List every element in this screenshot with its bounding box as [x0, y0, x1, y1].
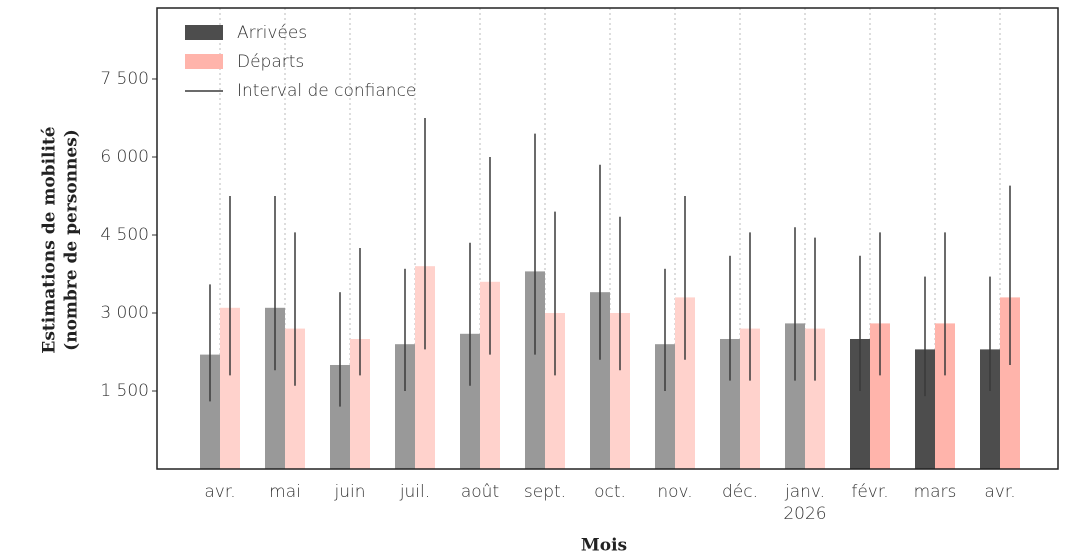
x-axis-label: Mois: [581, 536, 627, 556]
x-tick-label: sept.: [523, 482, 567, 502]
x-tick-label: janv. 2026: [783, 482, 827, 524]
x-tick-label: mai: [269, 482, 301, 502]
x-tick-label: avr.: [204, 482, 236, 502]
bar: [330, 364, 350, 469]
bar: [415, 266, 435, 469]
y-axis-label: (nombre de personnes): [62, 129, 82, 351]
bar: [870, 323, 890, 469]
legend-label: Arrivées: [237, 23, 307, 43]
bar: [935, 323, 955, 469]
bar: [915, 349, 935, 469]
bar: [525, 271, 545, 469]
bar: [850, 338, 870, 469]
x-tick-label: déc.: [721, 482, 758, 502]
y-tick-label: 1 500: [100, 381, 149, 401]
bar: [220, 307, 240, 469]
bar: [720, 338, 740, 469]
bar: [980, 349, 1000, 469]
bar: [200, 354, 220, 469]
x-tick-label: févr.: [851, 482, 889, 502]
bar: [610, 312, 630, 469]
y-tick-label: 7 500: [100, 69, 149, 89]
bar: [655, 344, 675, 469]
y-axis-label: Estimations de mobilité: [40, 126, 60, 353]
x-tick-label: août: [460, 482, 500, 502]
x-tick-label: avr.: [984, 482, 1016, 502]
x-tick-label: juil.: [399, 482, 431, 502]
x-tick-label: mars: [913, 482, 957, 502]
legend-swatch: [185, 54, 223, 69]
x-tick-label: oct.: [594, 482, 626, 502]
legend-swatch: [185, 25, 223, 40]
x-tick-label: nov.: [657, 482, 693, 502]
bar: [1000, 297, 1020, 469]
bar: [740, 328, 760, 469]
bar: [285, 328, 305, 469]
legend-label: Départs: [237, 52, 304, 72]
bar: [480, 281, 500, 469]
bar: [460, 333, 480, 469]
bar: [805, 328, 825, 469]
bar: [675, 297, 695, 469]
bar: [265, 307, 285, 469]
bar: [785, 323, 805, 469]
bar: [590, 292, 610, 469]
bar: [395, 344, 415, 469]
legend-label: Interval de confiance: [237, 81, 416, 101]
bar: [545, 312, 565, 469]
y-tick-label: 6 000: [100, 147, 149, 167]
x-tick-label: juin: [334, 482, 366, 502]
y-tick-label: 4 500: [100, 225, 149, 245]
bar: [350, 338, 370, 469]
plot-frame: [156, 7, 1059, 470]
y-tick-label: 3 000: [100, 303, 149, 323]
